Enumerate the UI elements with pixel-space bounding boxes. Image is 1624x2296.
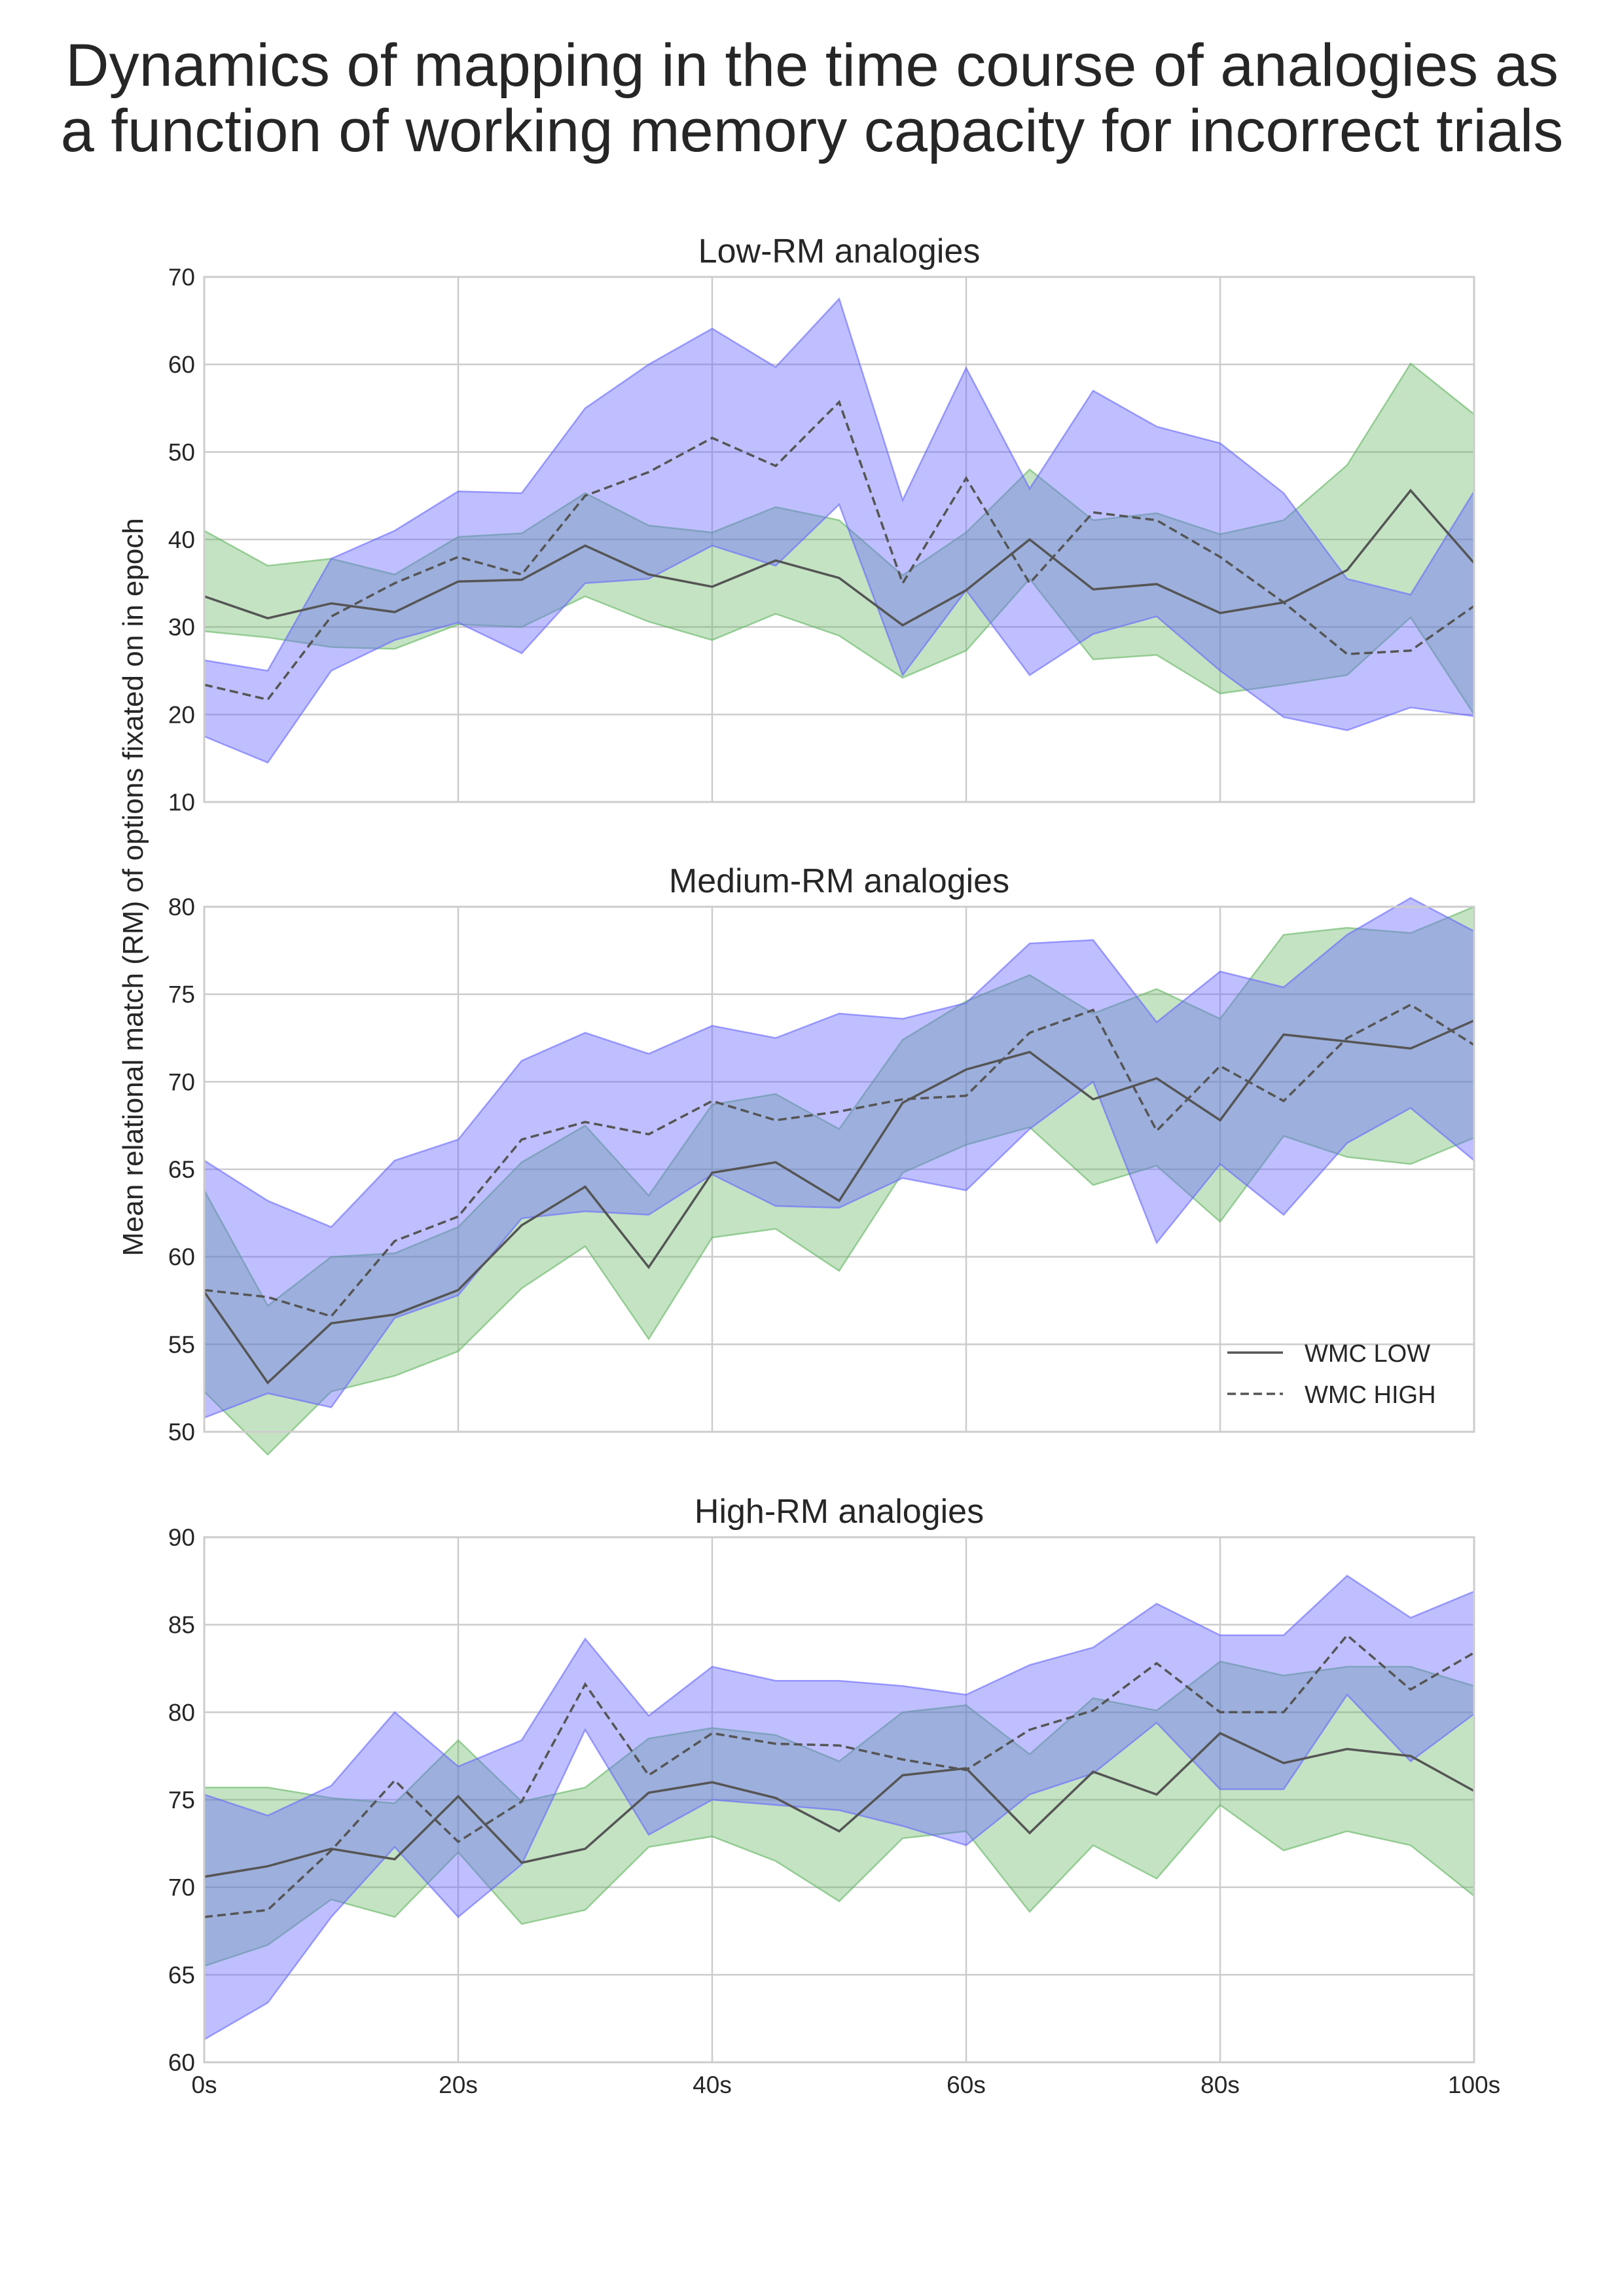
chart-panel-2: Medium-RM analogies 50 55 60 65 70 75 80 WMC LOW…: [168, 862, 1475, 1456]
y-tick-label: 90: [168, 1524, 195, 1551]
legend-label: WMC HIGH: [1305, 1381, 1436, 1409]
x-tick-label: 0s: [191, 2071, 217, 2098]
axes-frame: [203, 1536, 1475, 2064]
axes-frame: [203, 276, 1475, 803]
y-tick-label: 75: [168, 981, 195, 1008]
x-tick-label: 20s: [439, 2071, 478, 2098]
y-tick-label: 75: [168, 1787, 195, 1813]
y-tick-label: 85: [168, 1612, 195, 1639]
x-tick-label: 40s: [693, 2071, 732, 2098]
y-tick-label: 60: [168, 2049, 195, 2076]
x-tick-label: 100s: [1448, 2071, 1500, 2098]
y-tick-label: 70: [168, 1068, 195, 1095]
y-tick-label: 80: [168, 894, 195, 920]
legend-label: WMC LOW: [1305, 1340, 1430, 1368]
y-tick-label: 60: [168, 1244, 195, 1271]
y-tick-label: 20: [168, 701, 195, 728]
series-line-wmc-high: [204, 1633, 1475, 1918]
x-tick-label: 80s: [1200, 2071, 1240, 2098]
figure-title-line2: a function of working memory capacity fo…: [60, 98, 1564, 164]
y-tick-label: 10: [168, 789, 195, 816]
figure-title-line1: Dynamics of mapping in the time course o…: [65, 32, 1559, 99]
chart-panels: Low-RM analogies10203040506070Medium-RM …: [168, 232, 1500, 2098]
series-line-wmc-high: [204, 399, 1475, 701]
y-tick-label: 50: [168, 1419, 195, 1446]
y-tick-label: 65: [168, 1156, 195, 1183]
x-tick-label: 60s: [947, 2071, 986, 2098]
y-tick-label: 70: [168, 264, 195, 291]
y-tick-label: 30: [168, 614, 195, 641]
y-tick-label: 55: [168, 1331, 195, 1358]
y-tick-label: 70: [168, 1874, 195, 1901]
legend: WMC LOW WMC HIGH: [1227, 1340, 1436, 1409]
series-line-wmc-low: [203, 1019, 1475, 1385]
y-tick-label: 50: [168, 439, 195, 465]
y-tick-label: 40: [168, 526, 195, 553]
panel-title: Medium-RM analogies: [669, 862, 1009, 900]
series-line-wmc-high: [204, 1003, 1475, 1318]
chart-panel-3: High-RM analogies 60 65 70 75 80 85 90 0s 20s 40s 6…: [168, 1493, 1500, 2098]
y-tick-label: 80: [168, 1699, 195, 1726]
figure-title: Dynamics of mapping in the time course o…: [0, 33, 1624, 164]
panel-title: Low-RM analogies: [698, 232, 981, 270]
chart-panel-1: Low-RM analogies 10 20 30 40 50 60 70: [168, 232, 1475, 816]
series-line-wmc-low: [204, 488, 1475, 627]
y-tick-label: 60: [168, 352, 195, 378]
axes-frame: [203, 905, 1475, 1433]
y-tick-label: 65: [168, 1961, 195, 1988]
series-line-wmc-low: [204, 1732, 1475, 1878]
y-axis-label: Mean relational match (RM) of options fi…: [117, 518, 149, 1256]
panel-title: High-RM analogies: [695, 1493, 984, 1531]
